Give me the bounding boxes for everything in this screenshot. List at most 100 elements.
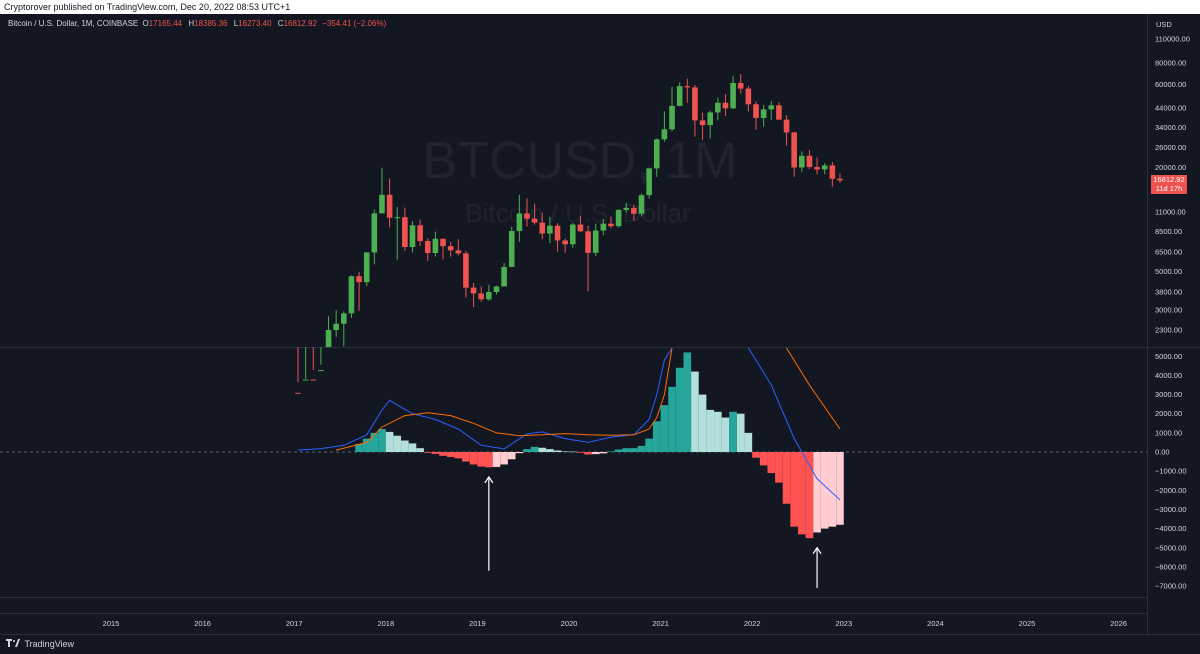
histogram-bar xyxy=(652,421,661,452)
histogram-bar xyxy=(775,452,783,483)
change-value: −354.41 (−2.06%) xyxy=(322,19,387,28)
histogram-bar xyxy=(721,417,730,452)
candle xyxy=(424,238,431,261)
high-label: H xyxy=(188,19,195,28)
candle xyxy=(783,115,790,146)
price-tick-label: 3000.00 xyxy=(1155,306,1182,315)
price-tick-label: 11000.00 xyxy=(1155,208,1186,217)
watermark-description: Bitcoin / U.S. Dollar xyxy=(465,198,691,228)
histogram-bar xyxy=(675,367,684,452)
candle xyxy=(463,250,469,298)
candle-body xyxy=(302,379,309,381)
histogram-bar xyxy=(637,445,646,452)
candle-body xyxy=(486,292,492,300)
candle-body xyxy=(379,194,385,214)
publisher-bar: Cryptorover published on TradingView.com… xyxy=(0,0,1200,14)
histogram-bar xyxy=(668,386,676,452)
time-tick-label: 2019 xyxy=(469,619,486,628)
candle xyxy=(692,85,698,137)
indicator-tick-label: −5000.00 xyxy=(1155,543,1187,552)
time-tick-label: 2017 xyxy=(286,619,303,628)
histogram-bar xyxy=(355,443,363,452)
candle-body xyxy=(440,238,446,247)
histogram-bar xyxy=(714,411,722,452)
histogram-bar xyxy=(401,440,409,452)
candle xyxy=(829,161,836,187)
candle-body xyxy=(631,207,637,214)
candle xyxy=(745,85,752,112)
candle xyxy=(707,110,713,139)
candle xyxy=(501,263,507,287)
histogram-bar xyxy=(584,452,592,455)
candle xyxy=(653,138,660,177)
arrow-head xyxy=(812,546,822,555)
indicator-tick-label: 5000.00 xyxy=(1155,352,1182,361)
histogram-bar xyxy=(820,452,829,529)
candle-body xyxy=(799,155,805,168)
symbol-name: Bitcoin / U.S. Dollar, 1M, COINBASE xyxy=(8,19,139,28)
close-label: C xyxy=(277,19,284,28)
indicator-tick-label: 4000.00 xyxy=(1155,371,1182,380)
candle-body xyxy=(470,287,477,294)
arrow-up-annotation xyxy=(484,475,494,571)
candle xyxy=(577,215,584,233)
candle-body xyxy=(570,224,576,245)
last-price-value: 16812.92 xyxy=(1153,175,1185,184)
histogram-bar xyxy=(622,448,631,452)
histogram-bar xyxy=(752,452,760,458)
indicator-tick-label: −6000.00 xyxy=(1155,562,1187,571)
histogram-bar xyxy=(416,448,424,452)
annotation-arrows xyxy=(484,475,822,588)
time-tick-label: 2020 xyxy=(561,619,578,628)
candle-body xyxy=(814,167,820,170)
signal-line-2022 xyxy=(786,347,841,430)
price-tick-label: 8500.00 xyxy=(1155,227,1182,236)
candle xyxy=(470,282,477,308)
symbol-legend: Bitcoin / U.S. Dollar, 1M, COINBASE O171… xyxy=(8,19,386,28)
histogram-bar xyxy=(805,452,814,539)
histogram-bar xyxy=(385,431,394,452)
candle xyxy=(341,311,347,347)
candle-body xyxy=(310,379,317,381)
signal-line xyxy=(336,347,673,451)
candle-body xyxy=(783,119,790,133)
indicator-tick-label: 0.00 xyxy=(1155,448,1170,457)
candle-body xyxy=(356,276,362,283)
candle xyxy=(699,112,706,140)
candle-body xyxy=(699,120,706,126)
indicator-tick-label: −7000.00 xyxy=(1155,582,1187,591)
candle xyxy=(325,316,332,347)
candle xyxy=(447,241,454,257)
candle-body xyxy=(508,231,515,267)
candle-body xyxy=(493,286,500,293)
candle xyxy=(493,285,500,295)
candle-body xyxy=(745,88,752,105)
candle-body xyxy=(432,238,439,253)
histogram-bar xyxy=(523,449,531,452)
arrow-up-annotation xyxy=(812,546,822,588)
candle xyxy=(615,209,622,228)
price-tick-label: 110000.00 xyxy=(1155,35,1190,44)
histogram-bar xyxy=(546,449,554,452)
time-axis: 2015 2016 2017 2018 2019 2020 2021 2022 2023 2024… xyxy=(103,619,1127,628)
candle xyxy=(661,111,668,142)
candle-body xyxy=(348,276,355,314)
macd-histogram xyxy=(355,352,844,539)
candle xyxy=(592,223,599,256)
histogram-bar xyxy=(378,429,386,452)
histogram-bar xyxy=(538,447,547,452)
candle-body xyxy=(661,129,668,140)
candle-body xyxy=(768,105,775,110)
macd-lines xyxy=(297,347,841,501)
candle xyxy=(386,178,393,228)
histogram-bar xyxy=(469,452,478,465)
candle xyxy=(516,194,523,242)
candle xyxy=(371,209,378,265)
price-tick-label: 26000.00 xyxy=(1155,143,1186,152)
candle-body xyxy=(524,213,530,219)
candle-body xyxy=(577,224,584,232)
candle-body xyxy=(608,223,614,227)
candle xyxy=(394,207,401,260)
candle-body xyxy=(417,225,423,242)
